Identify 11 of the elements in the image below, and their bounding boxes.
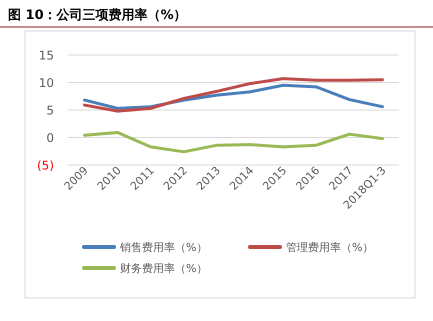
y-tick-label: 10 bbox=[38, 76, 54, 90]
y-tick-label: 5 bbox=[46, 104, 54, 118]
chart-title: 图 10：公司三项费用率（%） bbox=[8, 7, 187, 23]
legend-label: 管理费用率（%） bbox=[286, 241, 374, 254]
line-series bbox=[83, 77, 384, 113]
y-tick-label: 15 bbox=[38, 48, 54, 62]
legend-label: 销售费用率（%） bbox=[119, 241, 208, 254]
line-series bbox=[83, 131, 384, 154]
y-tick-label: (5) bbox=[37, 158, 54, 172]
y-tick-label: 0 bbox=[46, 131, 54, 145]
legend-label: 财务费用率（%） bbox=[120, 262, 208, 275]
